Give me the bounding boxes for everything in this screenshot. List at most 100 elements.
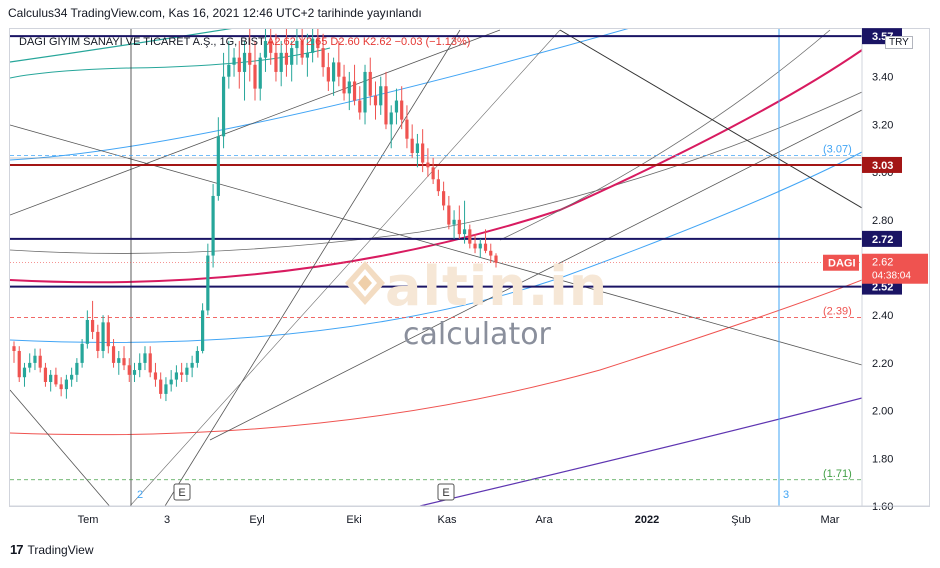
candle-body-16 (96, 331, 100, 351)
candle-body-33 (185, 367, 189, 375)
candle-body-41 (227, 64, 231, 77)
candle-body-73 (394, 100, 399, 113)
candle-body-32 (180, 372, 184, 375)
symbol-name: DAGI GIYIM SANAYI VE TICARET A.Ş., 1G, B… (19, 36, 265, 48)
candle-body-84 (452, 219, 456, 225)
x-tick-label-8: Mar (821, 514, 840, 526)
last-price-badge-label: 2.62 (872, 257, 893, 269)
candle-body-67 (363, 71, 367, 113)
candle-body-27 (153, 372, 158, 380)
candle-body-74 (400, 100, 404, 120)
earnings-marker-label-0: E (178, 487, 185, 499)
candle-body-20 (117, 358, 121, 363)
candle-body-78 (421, 143, 425, 163)
ticker-badge-label: DAGI (828, 258, 856, 270)
candle-body-6 (43, 367, 48, 382)
candle-body-61 (331, 62, 336, 82)
x-tick-label-1: 3 (164, 514, 170, 526)
candle-body-83 (447, 205, 451, 225)
candle-body-69 (373, 95, 378, 106)
footer-label: TradingView (27, 542, 94, 557)
candle-body-76 (410, 138, 414, 154)
candle-body-89 (478, 243, 482, 249)
candle-body-37 (206, 255, 210, 311)
watermark-brand: altin.in (385, 255, 609, 318)
candle-body-81 (436, 179, 440, 192)
candle-body-15 (90, 319, 95, 332)
candle-body-5 (38, 355, 42, 368)
x-tick-label-4: Kas (438, 514, 457, 526)
candle-body-43 (237, 57, 241, 72)
candle-body-28 (159, 379, 163, 394)
plot-area (10, 29, 862, 506)
candle-body-31 (174, 372, 179, 380)
candle-body-82 (442, 191, 446, 206)
y-tick-label-2: 2.00 (872, 406, 893, 418)
x-tick-label-6: 2022 (635, 514, 659, 526)
candle-body-22 (127, 365, 131, 375)
candle-body-52 (284, 52, 289, 65)
level-badge-1 (862, 156, 902, 173)
symbol-legend[interactable]: DAGI GIYIM SANAYI VE TICARET A.Ş., 1G, B… (19, 36, 470, 48)
candle-body-24 (138, 362, 142, 371)
countdown-label: 04:38:04 (872, 271, 911, 282)
vertical-line-label-0: 2 (137, 489, 143, 501)
footer[interactable]: 17 TradingView (10, 542, 94, 557)
fib-arc-1 (10, 47, 331, 79)
dashed-level-label-0: (3.07) (823, 143, 852, 155)
candle-body-0 (12, 346, 16, 351)
trend-line-3 (559, 29, 862, 209)
candle-body-14 (85, 319, 89, 344)
level-badge-label-1: 3.03 (872, 160, 893, 172)
candle-body-58 (316, 38, 320, 49)
candle-body-70 (379, 86, 383, 106)
earnings-marker-1 (437, 483, 455, 501)
candle-body-46 (253, 64, 257, 89)
y-tick-label-3: 2.20 (872, 358, 893, 370)
candle-body-39 (216, 136, 220, 196)
x-tick-label-5: Ara (535, 514, 553, 526)
candle-body-85 (457, 219, 461, 235)
dashed-level-label-2: (1.71) (823, 468, 852, 480)
candle-body-45 (248, 52, 252, 65)
level-badge-label-2: 2.72 (872, 234, 893, 246)
candle-body-12 (75, 362, 79, 375)
fib-arc-6 (10, 279, 862, 436)
candle-body-21 (122, 358, 126, 366)
candle-body-72 (389, 112, 393, 125)
trend-line-6 (129, 29, 561, 506)
candle-body-77 (415, 143, 420, 154)
currency-badge[interactable]: TRY (885, 36, 913, 49)
candle-body-88 (473, 243, 477, 249)
candle-body-49 (269, 40, 273, 53)
fib-arc-4 (10, 49, 862, 284)
candle-body-10 (64, 379, 68, 390)
candle-body-30 (169, 379, 173, 385)
y-tick-label-8: 3.20 (872, 119, 893, 131)
ohlc-values: A2.62 Y2.65 D2.60 K2.62 −0.03 (−1.13%) (267, 36, 471, 48)
fib-arc-8 (499, 29, 831, 241)
brand-logo-icon (345, 261, 385, 305)
candle-body-23 (132, 370, 137, 375)
candle-body-66 (358, 100, 362, 113)
candle-body-17 (101, 322, 105, 351)
watermark-subtitle: calculator (403, 317, 551, 352)
candle-body-7 (49, 374, 53, 382)
earnings-marker-label-1: E (442, 487, 449, 499)
candle-body-62 (337, 62, 341, 77)
vertical-line-label-1: 3 (783, 489, 789, 501)
candle-body-71 (384, 86, 388, 125)
candle-body-79 (426, 162, 430, 168)
candle-body-64 (347, 81, 351, 94)
candle-body-59 (321, 48, 325, 68)
candle-body-90 (483, 243, 488, 251)
candle-body-91 (489, 250, 493, 256)
candle-body-4 (33, 355, 37, 363)
candle-body-42 (232, 57, 236, 65)
x-tick-label-7: Şub (731, 514, 751, 526)
publish-info: Calculus34 TradingView.com, Kas 16, 2021… (8, 6, 422, 20)
candle-body-11 (70, 374, 74, 380)
candle-body-8 (54, 374, 58, 385)
candle-body-53 (290, 48, 294, 65)
candle-body-48 (263, 40, 268, 58)
